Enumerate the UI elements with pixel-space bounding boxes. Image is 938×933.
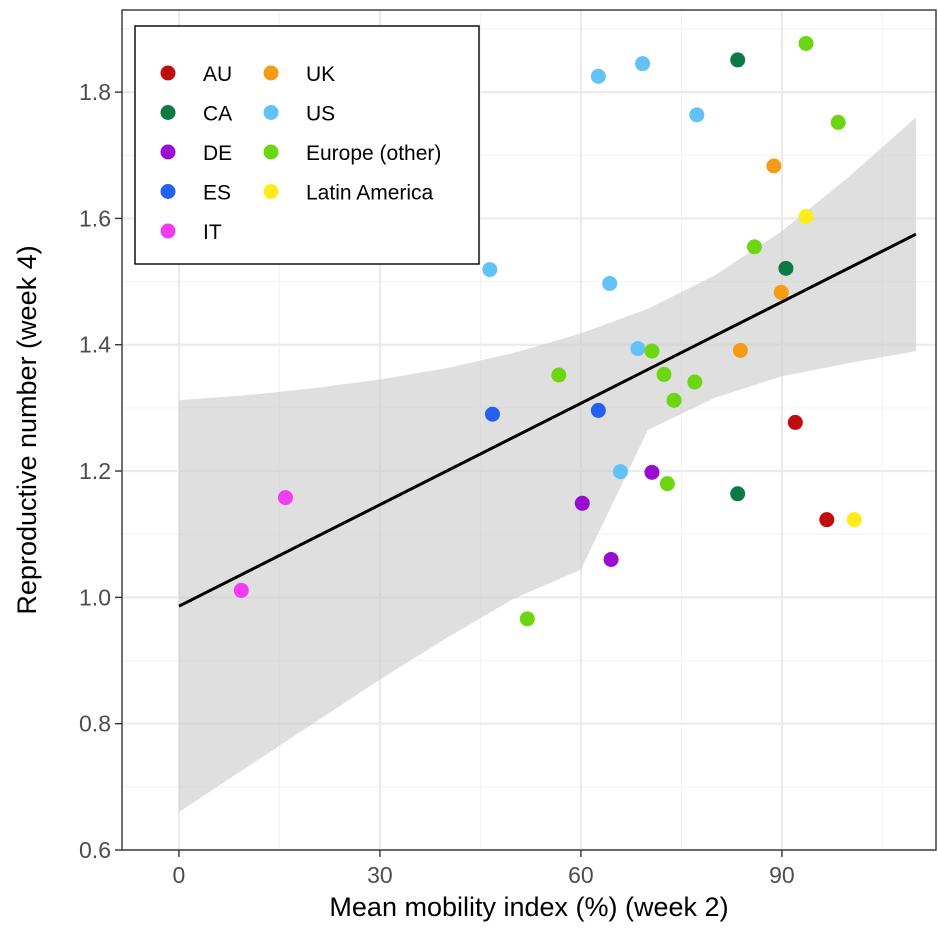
legend-item: DE <box>160 142 232 165</box>
data-point <box>612 464 628 480</box>
confidence-band-area <box>178 117 916 813</box>
data-point <box>846 512 862 528</box>
legend-label: IT <box>203 221 222 244</box>
data-point <box>732 342 748 358</box>
y-tick-label: 1.2 <box>79 458 111 484</box>
data-point <box>482 262 498 278</box>
y-tick-label: 1.4 <box>79 332 111 358</box>
legend-item: AU <box>160 63 232 86</box>
series-au <box>787 414 835 528</box>
data-point <box>689 107 705 123</box>
data-point <box>635 56 651 72</box>
legend-label: US <box>306 103 335 126</box>
legend-item: CA <box>160 103 232 126</box>
y-tick-label: 1.8 <box>79 79 111 105</box>
data-point <box>644 343 660 359</box>
data-point <box>787 414 803 430</box>
legend-swatch <box>160 144 176 160</box>
y-tick-label: 0.8 <box>79 711 111 737</box>
series-us <box>482 56 705 480</box>
legend-label: ES <box>203 182 231 205</box>
data-points <box>233 35 862 627</box>
legend-swatch <box>160 184 176 199</box>
data-point <box>766 158 782 174</box>
series-it <box>233 490 293 598</box>
confidence-band <box>178 117 916 813</box>
legend-label: Latin America <box>306 182 434 205</box>
x-tick-label: 0 <box>173 862 186 888</box>
data-point <box>666 392 682 408</box>
legend-label: UK <box>306 63 335 86</box>
data-point <box>656 366 672 382</box>
data-point <box>773 284 789 300</box>
y-axis-title: Reproductive number (week 4) <box>12 245 42 614</box>
y-tick-label: 1.0 <box>79 584 111 610</box>
series-es <box>484 402 606 422</box>
series-latin-america <box>798 209 862 528</box>
fit-line <box>178 232 917 608</box>
data-point <box>233 582 249 598</box>
legend-item: UK <box>263 63 335 86</box>
data-point <box>630 341 646 357</box>
legend-swatch <box>160 65 176 81</box>
series-de <box>574 464 660 567</box>
plot-border <box>121 9 937 851</box>
legend-swatch <box>263 65 279 81</box>
data-point <box>730 486 746 502</box>
legend-label: Europe (other) <box>306 142 441 165</box>
data-point <box>730 52 746 68</box>
regression-line <box>178 232 917 608</box>
legend-box <box>134 25 480 265</box>
data-point <box>830 114 846 130</box>
data-point <box>551 367 567 383</box>
legend-item: ES <box>160 182 231 205</box>
data-point <box>590 402 606 418</box>
data-point <box>746 239 762 255</box>
data-point <box>519 611 535 627</box>
legend-item: Latin America <box>263 182 434 205</box>
data-point <box>644 464 660 480</box>
legend-swatch <box>263 105 279 120</box>
data-point <box>603 551 619 567</box>
y-tick-label: 1.6 <box>79 205 111 231</box>
data-point <box>687 374 703 390</box>
legend-item: IT <box>160 221 222 244</box>
legend-label: DE <box>203 142 232 165</box>
data-point <box>574 495 590 511</box>
data-point <box>778 260 794 276</box>
data-point <box>819 512 835 528</box>
data-point <box>590 68 606 84</box>
series-ca <box>730 52 794 502</box>
x-axis-ticks: 0 30 60 90 <box>173 850 795 888</box>
data-point <box>484 406 500 422</box>
legend: AU CA DE ES IT UK US Europe (other) Latin Americ… <box>134 25 480 265</box>
legend-swatch <box>160 105 176 120</box>
legend-swatch <box>160 223 176 239</box>
series-uk <box>732 158 789 358</box>
y-tick-label: 0.6 <box>79 837 111 863</box>
legend-item: Europe (other) <box>263 142 441 165</box>
legend-swatch <box>263 184 279 199</box>
x-tick-label: 60 <box>568 862 594 888</box>
legend-item: US <box>263 103 335 126</box>
series-europe-other <box>519 35 846 627</box>
data-point <box>277 490 293 506</box>
data-point <box>659 476 675 492</box>
data-point <box>602 275 618 291</box>
legend-label: AU <box>203 63 232 86</box>
legend-swatch <box>263 144 279 160</box>
x-tick-label: 30 <box>367 862 393 888</box>
x-axis-title: Mean mobility index (%) (week 2) <box>329 892 728 922</box>
x-tick-label: 90 <box>769 862 795 888</box>
legend-label: CA <box>203 103 232 126</box>
data-point <box>798 35 814 51</box>
y-axis-ticks: 0.6 0.8 1.0 1.2 1.4 1.6 1.8 <box>79 79 122 863</box>
data-point <box>798 209 814 225</box>
